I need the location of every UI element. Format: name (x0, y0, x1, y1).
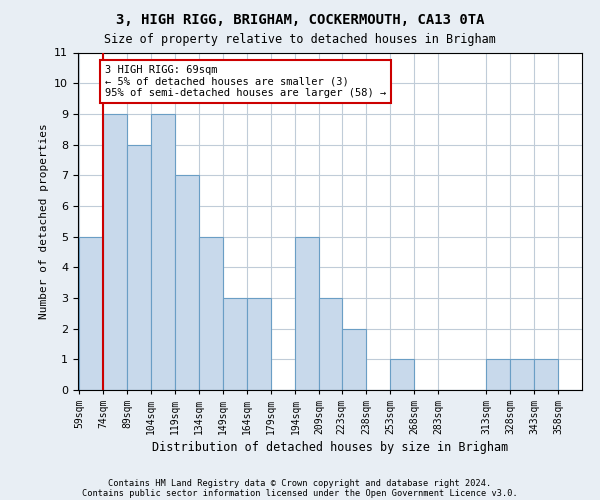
Bar (79, 236, 103, 390)
Bar (534, 360, 558, 390)
Text: 3, HIGH RIGG, BRIGHAM, COCKERMOUTH, CA13 0TA: 3, HIGH RIGG, BRIGHAM, COCKERMOUTH, CA13… (116, 12, 484, 26)
Bar (223, 298, 247, 390)
Bar (247, 298, 271, 390)
Bar (103, 114, 127, 390)
Text: Contains HM Land Registry data © Crown copyright and database right 2024.: Contains HM Land Registry data © Crown c… (109, 478, 491, 488)
Bar (175, 175, 199, 390)
Text: Contains public sector information licensed under the Open Government Licence v3: Contains public sector information licen… (82, 488, 518, 498)
Bar (127, 144, 151, 390)
Bar (295, 236, 319, 390)
Bar (199, 236, 223, 390)
Bar (486, 360, 510, 390)
Bar (319, 298, 342, 390)
Bar (151, 114, 175, 390)
Text: 3 HIGH RIGG: 69sqm
← 5% of detached houses are smaller (3)
95% of semi-detached : 3 HIGH RIGG: 69sqm ← 5% of detached hous… (105, 65, 386, 98)
X-axis label: Distribution of detached houses by size in Brigham: Distribution of detached houses by size … (152, 441, 508, 454)
Bar (510, 360, 534, 390)
Bar (342, 328, 366, 390)
Bar (390, 360, 414, 390)
Y-axis label: Number of detached properties: Number of detached properties (39, 124, 49, 319)
Text: Size of property relative to detached houses in Brigham: Size of property relative to detached ho… (104, 32, 496, 46)
